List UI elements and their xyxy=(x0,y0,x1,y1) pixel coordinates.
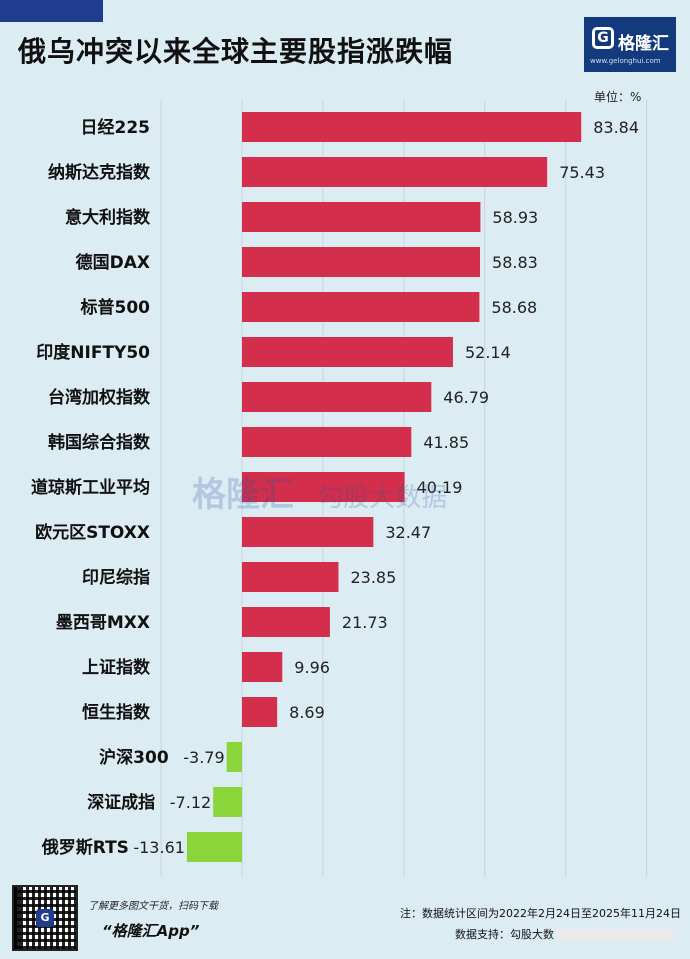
bar xyxy=(242,292,480,322)
brand-logo-name: 格隆汇 xyxy=(618,34,669,54)
qr-code: G xyxy=(12,885,78,951)
footer-tagline: 了解更多图文干货，扫码下载 xyxy=(88,901,218,912)
brand-logo: G 格隆汇 www.gelonghui.com xyxy=(584,17,676,72)
category-label: 印尼综指 xyxy=(82,567,150,588)
category-label: 沪深300 xyxy=(99,747,169,768)
category-label: 意大利指数 xyxy=(65,207,151,228)
bar xyxy=(213,787,242,817)
category-label: 欧元区STOXX xyxy=(35,522,150,543)
category-label: 韩国综合指数 xyxy=(48,432,151,453)
watermark-logo: 格隆汇 xyxy=(192,475,294,515)
data-label: 21.73 xyxy=(342,613,388,632)
footer-support: 数据支持：勾股大数 xyxy=(455,926,674,942)
bar xyxy=(226,742,242,772)
data-label: 32.47 xyxy=(385,523,431,542)
bar xyxy=(242,517,374,547)
category-label: 墨西哥MXX xyxy=(56,613,150,633)
data-label: 46.79 xyxy=(443,388,489,407)
bar xyxy=(242,247,481,277)
bar xyxy=(242,472,405,502)
bar xyxy=(242,562,339,592)
category-label: 印度NIFTY50 xyxy=(36,342,150,363)
bar xyxy=(242,652,283,682)
category-label: 深证成指 xyxy=(87,792,155,813)
category-label: 纳斯达克指数 xyxy=(48,162,151,183)
bar xyxy=(242,202,481,232)
page-title: 俄乌冲突以来全球主要股指涨跌幅 xyxy=(18,35,454,68)
watermark: 格隆汇 勾股大数据 xyxy=(192,467,447,516)
bar xyxy=(242,607,330,637)
footer-support-text: 数据支持：勾股大数 xyxy=(455,928,554,941)
data-label: 75.43 xyxy=(559,163,605,182)
bar xyxy=(242,427,412,457)
data-label: -3.79 xyxy=(183,748,224,767)
category-label: 标普500 xyxy=(81,297,151,318)
bar xyxy=(242,112,582,142)
category-label: 日经225 xyxy=(81,117,151,138)
footer-app-name: “格隆汇App” xyxy=(102,922,200,940)
data-label: -13.61 xyxy=(133,838,185,857)
unit-label: 单位：% xyxy=(594,90,642,104)
bar xyxy=(242,382,432,412)
category-label: 台湾加权指数 xyxy=(48,387,151,408)
data-label: 8.69 xyxy=(289,703,325,722)
data-label: -7.12 xyxy=(170,793,211,812)
category-label: 俄罗斯RTS xyxy=(41,837,129,858)
support-mask xyxy=(556,929,674,941)
category-label: 恒生指数 xyxy=(82,702,151,723)
data-label: 52.14 xyxy=(465,343,511,362)
bar xyxy=(186,832,242,862)
bar xyxy=(242,157,548,187)
top-accent-bar xyxy=(0,0,103,22)
category-label: 道琼斯工业平均 xyxy=(31,477,150,498)
category-label: 德国DAX xyxy=(76,252,150,273)
bar-chart: 日经225 83.84 纳斯达克指数 75.43 意大利指数 58.93 德国DAX 58.8… xyxy=(31,100,648,877)
brand-logo-icon: G xyxy=(592,27,614,49)
data-label: 41.85 xyxy=(423,433,469,452)
watermark-text: 勾股大数据 xyxy=(317,483,448,513)
data-label: 58.83 xyxy=(492,253,538,272)
footer-note: 注：数据统计区间为2022年2月24日至2025年11月24日 xyxy=(400,907,681,920)
data-label: 9.96 xyxy=(294,658,330,677)
data-label: 58.68 xyxy=(491,298,537,317)
qr-logo-icon: G xyxy=(36,909,54,927)
data-label: 40.19 xyxy=(417,478,463,497)
data-label: 58.93 xyxy=(492,208,538,227)
brand-logo-url: www.gelonghui.com xyxy=(590,57,661,65)
bar xyxy=(242,697,278,727)
data-label: 83.84 xyxy=(593,118,639,137)
bar xyxy=(242,337,453,367)
category-label: 上证指数 xyxy=(82,657,151,678)
data-label: 23.85 xyxy=(350,568,396,587)
